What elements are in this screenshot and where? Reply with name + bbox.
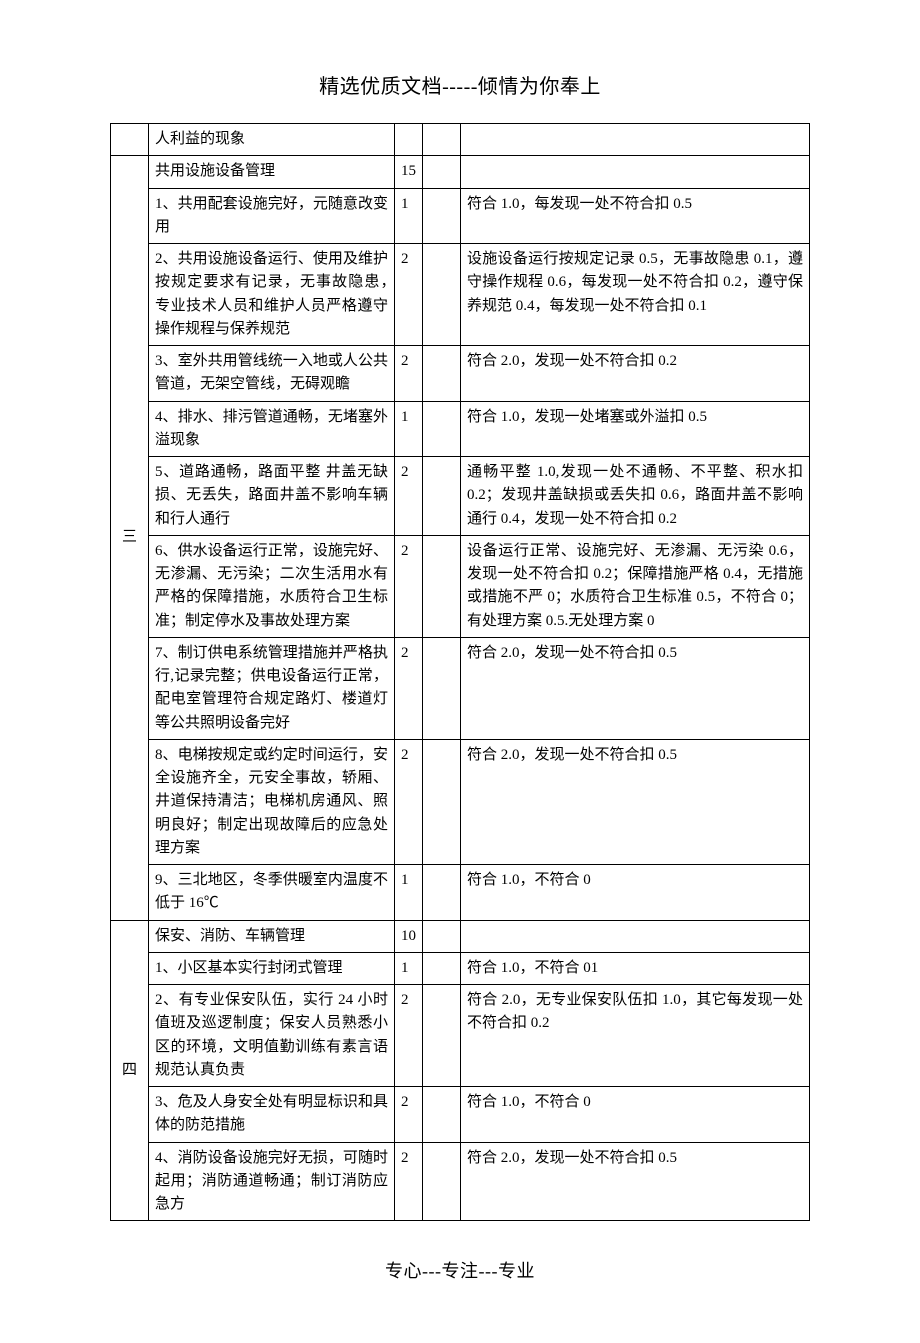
self-score <box>423 346 461 402</box>
table-row: 4、排水、排污管道通畅，无堵塞外溢现象1 符合 1.0，发现一处堵塞或外溢扣 0.… <box>111 401 810 457</box>
section-index: 四 <box>111 920 149 1221</box>
criteria-text: 设备运行正常、设施完好、无渗漏、无污染 0.6，发现一处不符合扣 0.2；保障措… <box>461 535 810 637</box>
table-row: 5、道路通畅，路面平整 井盖无缺损、无丢失，路面井盖不影响车辆和行人通行2 通畅平… <box>111 457 810 536</box>
item-description: 5、道路通畅，路面平整 井盖无缺损、无丢失，路面井盖不影响车辆和行人通行 <box>149 457 395 536</box>
score-value: 2 <box>395 1087 423 1143</box>
score-value: 2 <box>395 244 423 346</box>
score-value: 2 <box>395 739 423 864</box>
score-value: 1 <box>395 188 423 244</box>
self-score <box>423 401 461 457</box>
item-description: 共用设施设备管理 <box>149 156 395 188</box>
table-row: 1、小区基本实行封闭式管理1 符合 1.0，不符合 01 <box>111 952 810 984</box>
item-description: 8、电梯按规定或约定时间运行，安全设施齐全，元安全事故，轿厢、井道保持清洁；电梯… <box>149 739 395 864</box>
criteria-text: 符合 1.0，不符合 0 <box>461 1087 810 1143</box>
item-description: 2、有专业保安队伍，实行 24 小时值班及巡逻制度；保安人员熟悉小区的环境，文明… <box>149 985 395 1087</box>
table-row: 2、有专业保安队伍，实行 24 小时值班及巡逻制度；保安人员熟悉小区的环境，文明… <box>111 985 810 1087</box>
self-score <box>423 865 461 921</box>
table-row: 2、共用设施设备运行、使用及维护按规定要求有记录，无事故隐患， 专业技术人员和维… <box>111 244 810 346</box>
table-row: 4、消防设备设施完好无损，可随时起用；消防通道畅通；制订消防应急方2 符合 2.0… <box>111 1142 810 1221</box>
score-value: 1 <box>395 865 423 921</box>
table-row: 3、室外共用管线统一入地或人公共管道，无架空管线，无碍观瞻2 符合 2.0，发现一… <box>111 346 810 402</box>
score-value <box>395 124 423 156</box>
criteria-text: 符合 2.0，发现一处不符合扣 0.5 <box>461 1142 810 1221</box>
self-score <box>423 920 461 952</box>
item-description: 3、危及人身安全处有明显标识和具体的防范措施 <box>149 1087 395 1143</box>
table-row: 三共用设施设备管理15 <box>111 156 810 188</box>
self-score <box>423 244 461 346</box>
item-description: 保安、消防、车辆管理 <box>149 920 395 952</box>
table-row: 3、危及人身安全处有明显标识和具体的防范措施2 符合 1.0，不符合 0 <box>111 1087 810 1143</box>
self-score <box>423 535 461 637</box>
self-score <box>423 188 461 244</box>
table-row: 1、共用配套设施完好，元随意改变用1 符合 1.0，每发现一处不符合扣 0.5 <box>111 188 810 244</box>
criteria-text <box>461 920 810 952</box>
section-index: 三 <box>111 156 149 920</box>
scoring-table: 人利益的现象三共用设施设备管理151、共用配套设施完好，元随意改变用1符合 1.… <box>110 123 810 1221</box>
criteria-text <box>461 156 810 188</box>
table-row: 6、供水设备运行正常，设施完好、无渗漏、无污染；二次生活用水有严格的保障措施，水… <box>111 535 810 637</box>
table-row: 8、电梯按规定或约定时间运行，安全设施齐全，元安全事故，轿厢、井道保持清洁；电梯… <box>111 739 810 864</box>
self-score <box>423 156 461 188</box>
score-value: 15 <box>395 156 423 188</box>
criteria-text: 设施设备运行按规定记录 0.5，无事故隐患 0.1，遵守操作规程 0.6，每发现… <box>461 244 810 346</box>
score-value: 2 <box>395 457 423 536</box>
score-value: 2 <box>395 637 423 739</box>
self-score <box>423 457 461 536</box>
criteria-text: 符合 2.0，发现一处不符合扣 0.5 <box>461 637 810 739</box>
criteria-text <box>461 124 810 156</box>
item-description: 7、制订供电系统管理措施并严格执行,记录完整；供电设备运行正常，配电室管理符合规… <box>149 637 395 739</box>
criteria-text: 符合 1.0，不符合 0 <box>461 865 810 921</box>
page-header: 精选优质文档-----倾情为你奉上 <box>110 70 810 99</box>
page-footer: 专心---专注---专业 <box>110 1257 810 1283</box>
score-value: 1 <box>395 401 423 457</box>
item-description: 1、共用配套设施完好，元随意改变用 <box>149 188 395 244</box>
section-index <box>111 124 149 156</box>
self-score <box>423 1142 461 1221</box>
item-description: 1、小区基本实行封闭式管理 <box>149 952 395 984</box>
self-score <box>423 985 461 1087</box>
item-description: 6、供水设备运行正常，设施完好、无渗漏、无污染；二次生活用水有严格的保障措施，水… <box>149 535 395 637</box>
item-description: 4、排水、排污管道通畅，无堵塞外溢现象 <box>149 401 395 457</box>
criteria-text: 符合 1.0，发现一处堵塞或外溢扣 0.5 <box>461 401 810 457</box>
self-score <box>423 952 461 984</box>
score-value: 2 <box>395 985 423 1087</box>
table-row: 7、制订供电系统管理措施并严格执行,记录完整；供电设备运行正常，配电室管理符合规… <box>111 637 810 739</box>
table-row: 9、三北地区，冬季供暖室内温度不低于 16℃1 符合 1.0，不符合 0 <box>111 865 810 921</box>
score-value: 2 <box>395 346 423 402</box>
criteria-text: 符合 2.0，无专业保安队伍扣 1.0，其它每发现一处不符合扣 0.2 <box>461 985 810 1087</box>
score-value: 2 <box>395 535 423 637</box>
self-score <box>423 739 461 864</box>
table-row: 四保安、消防、车辆管理10 <box>111 920 810 952</box>
self-score <box>423 637 461 739</box>
item-description: 9、三北地区，冬季供暖室内温度不低于 16℃ <box>149 865 395 921</box>
self-score <box>423 124 461 156</box>
criteria-text: 符合 2.0，发现一处不符合扣 0.5 <box>461 739 810 864</box>
criteria-text: 符合 1.0，不符合 01 <box>461 952 810 984</box>
item-description: 3、室外共用管线统一入地或人公共管道，无架空管线，无碍观瞻 <box>149 346 395 402</box>
criteria-text: 符合 1.0，每发现一处不符合扣 0.5 <box>461 188 810 244</box>
table-row: 人利益的现象 <box>111 124 810 156</box>
score-value: 2 <box>395 1142 423 1221</box>
criteria-text: 通畅平整 1.0,发现一处不通畅、不平整、积水扣 0.2；发现井盖缺损或丢失扣 … <box>461 457 810 536</box>
criteria-text: 符合 2.0，发现一处不符合扣 0.2 <box>461 346 810 402</box>
self-score <box>423 1087 461 1143</box>
score-value: 10 <box>395 920 423 952</box>
score-value: 1 <box>395 952 423 984</box>
page: 精选优质文档-----倾情为你奉上 人利益的现象三共用设施设备管理151、共用配… <box>0 0 920 1343</box>
item-description: 4、消防设备设施完好无损，可随时起用；消防通道畅通；制订消防应急方 <box>149 1142 395 1221</box>
item-description: 2、共用设施设备运行、使用及维护按规定要求有记录，无事故隐患， 专业技术人员和维… <box>149 244 395 346</box>
item-description: 人利益的现象 <box>149 124 395 156</box>
